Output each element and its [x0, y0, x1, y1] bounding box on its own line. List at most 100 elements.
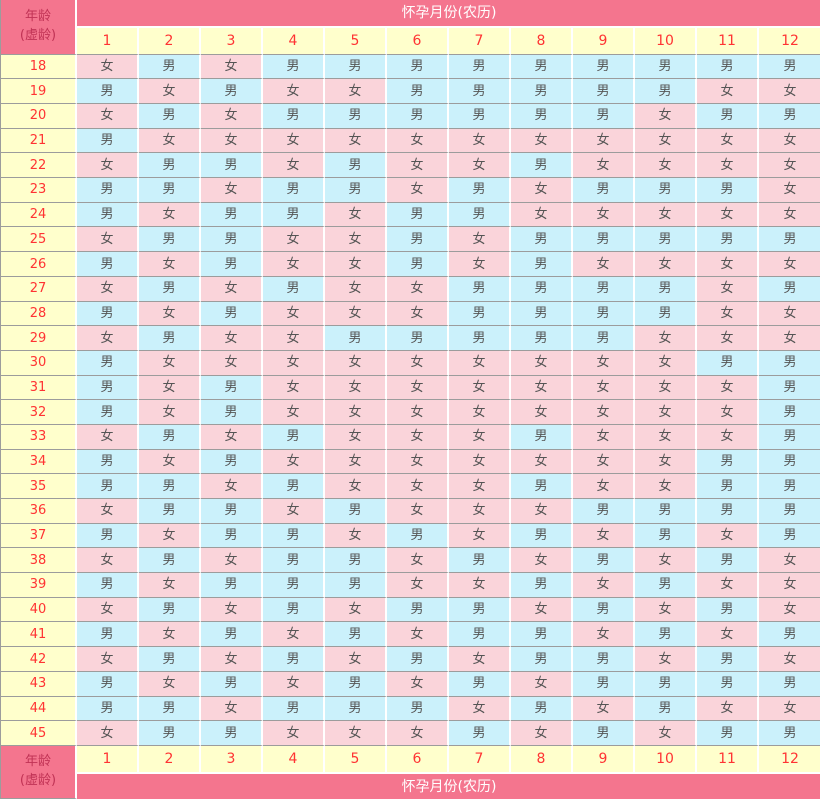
gender-cell: 女: [325, 252, 387, 277]
gender-cell: 男: [325, 671, 387, 697]
gender-cell: 男: [573, 227, 635, 253]
gender-cell: 女: [697, 128, 759, 154]
age-cell: 28: [1, 301, 77, 327]
gender-cell: 男: [139, 153, 201, 179]
gender-cell: 女: [139, 400, 201, 425]
gender-cell: 女: [759, 153, 820, 179]
footer-title-row: 怀孕月份(农历): [1, 774, 820, 799]
gender-cell: 男: [139, 276, 201, 302]
gender-cell: 男: [325, 178, 387, 203]
table-row: 28 男女男女女女男男男男女女: [1, 301, 820, 327]
gender-cell: 男: [697, 647, 759, 672]
gender-cell: 男: [759, 499, 820, 524]
table-row: 29 女男女女男男男男男女女女: [1, 326, 820, 351]
age-cell: 31: [1, 375, 77, 401]
gender-cell: 女: [449, 400, 511, 425]
month-cell: 12: [759, 746, 820, 775]
age-cell: 22: [1, 153, 77, 179]
gender-cell: 男: [573, 597, 635, 623]
gender-cell: 男: [325, 696, 387, 722]
table-row: 34 男女男女女女女女女女男男: [1, 449, 820, 475]
gender-cell: 女: [511, 350, 573, 376]
table-row: 38 女男女男男女男女男女男女: [1, 548, 820, 574]
gender-cell: 女: [139, 375, 201, 401]
gender-cell: 男: [387, 54, 449, 80]
table-row: 27 女男女男女女男男男男女男: [1, 276, 820, 302]
gender-cell: 女: [387, 671, 449, 697]
gender-cell: 男: [201, 400, 263, 425]
age-cell: 27: [1, 276, 77, 302]
gender-cell: 女: [511, 499, 573, 524]
gender-cell: 女: [697, 573, 759, 598]
gender-cell: 男: [573, 301, 635, 327]
gender-cell: 女: [573, 573, 635, 598]
gender-cell: 男: [511, 301, 573, 327]
table-title: 怀孕月份(农历): [77, 0, 820, 29]
gender-cell: 男: [697, 597, 759, 623]
gender-cell: 男: [635, 301, 697, 327]
gender-cell: 男: [511, 696, 573, 722]
gender-cell: 女: [449, 424, 511, 450]
gender-cell: 男: [77, 696, 139, 722]
gender-cell: 男: [573, 671, 635, 697]
gender-cell: 女: [697, 202, 759, 228]
gender-cell: 男: [573, 721, 635, 747]
gender-cell: 男: [697, 671, 759, 697]
gender-cell: 女: [387, 128, 449, 154]
month-cell: 6: [387, 746, 449, 775]
gender-cell: 男: [511, 153, 573, 179]
gender-cell: 男: [697, 54, 759, 80]
gender-cell: 女: [697, 622, 759, 648]
table-row: 35 男男女男女女女男女女男男: [1, 474, 820, 500]
gender-cell: 女: [635, 104, 697, 129]
age-cell: 45: [1, 721, 77, 747]
gender-cell: 女: [139, 449, 201, 475]
gender-cell: 男: [139, 696, 201, 722]
gender-cell: 男: [759, 375, 820, 401]
gender-cell: 女: [697, 79, 759, 105]
gender-cell: 男: [759, 227, 820, 253]
gender-cell: 男: [449, 79, 511, 105]
gender-cell: 女: [511, 202, 573, 228]
gender-cell: 男: [697, 227, 759, 253]
gender-cell: 女: [77, 597, 139, 623]
table-row: 23 男男女男男女男女男男男女: [1, 178, 820, 203]
table-row: 22 女男男女男女女男女女女女: [1, 153, 820, 179]
gender-cell: 女: [697, 276, 759, 302]
age-header-cell: 年龄 (虚龄): [1, 0, 77, 55]
gender-cell: 男: [139, 647, 201, 672]
gender-cell: 男: [635, 227, 697, 253]
gender-cell: 女: [635, 721, 697, 747]
age-header-line2: (虚龄): [19, 27, 57, 43]
gender-cell: 男: [77, 622, 139, 648]
gender-cell: 女: [77, 548, 139, 574]
gender-cell: 女: [201, 128, 263, 154]
gender-cell: 女: [449, 128, 511, 154]
gender-cell: 女: [263, 721, 325, 747]
gender-cell: 男: [77, 128, 139, 154]
gender-cell: 女: [759, 696, 820, 722]
table-row: 37 男女男男女男女男女男女男: [1, 523, 820, 549]
gender-cell: 女: [635, 350, 697, 376]
gender-cell: 男: [449, 548, 511, 574]
gender-cell: 女: [387, 153, 449, 179]
gender-cell: 女: [759, 79, 820, 105]
gender-cell: 男: [263, 573, 325, 598]
gender-cell: 男: [139, 597, 201, 623]
gender-cell: 女: [759, 252, 820, 277]
gender-cell: 男: [635, 671, 697, 697]
age-cell: 29: [1, 326, 77, 351]
gender-cell: 女: [325, 523, 387, 549]
gender-cell: 女: [325, 227, 387, 253]
gender-cell: 女: [77, 276, 139, 302]
month-cell: 4: [263, 746, 325, 775]
age-cell: 20: [1, 104, 77, 129]
gender-cell: 男: [573, 499, 635, 524]
gender-cell: 男: [759, 104, 820, 129]
gender-cell: 男: [387, 202, 449, 228]
gender-cell: 女: [201, 696, 263, 722]
table-row: 33 女男女男女女女男女女女男: [1, 424, 820, 450]
table-row: 21 男女女女女女女女女女女女: [1, 128, 820, 154]
gender-cell: 男: [511, 622, 573, 648]
age-cell: 33: [1, 424, 77, 450]
